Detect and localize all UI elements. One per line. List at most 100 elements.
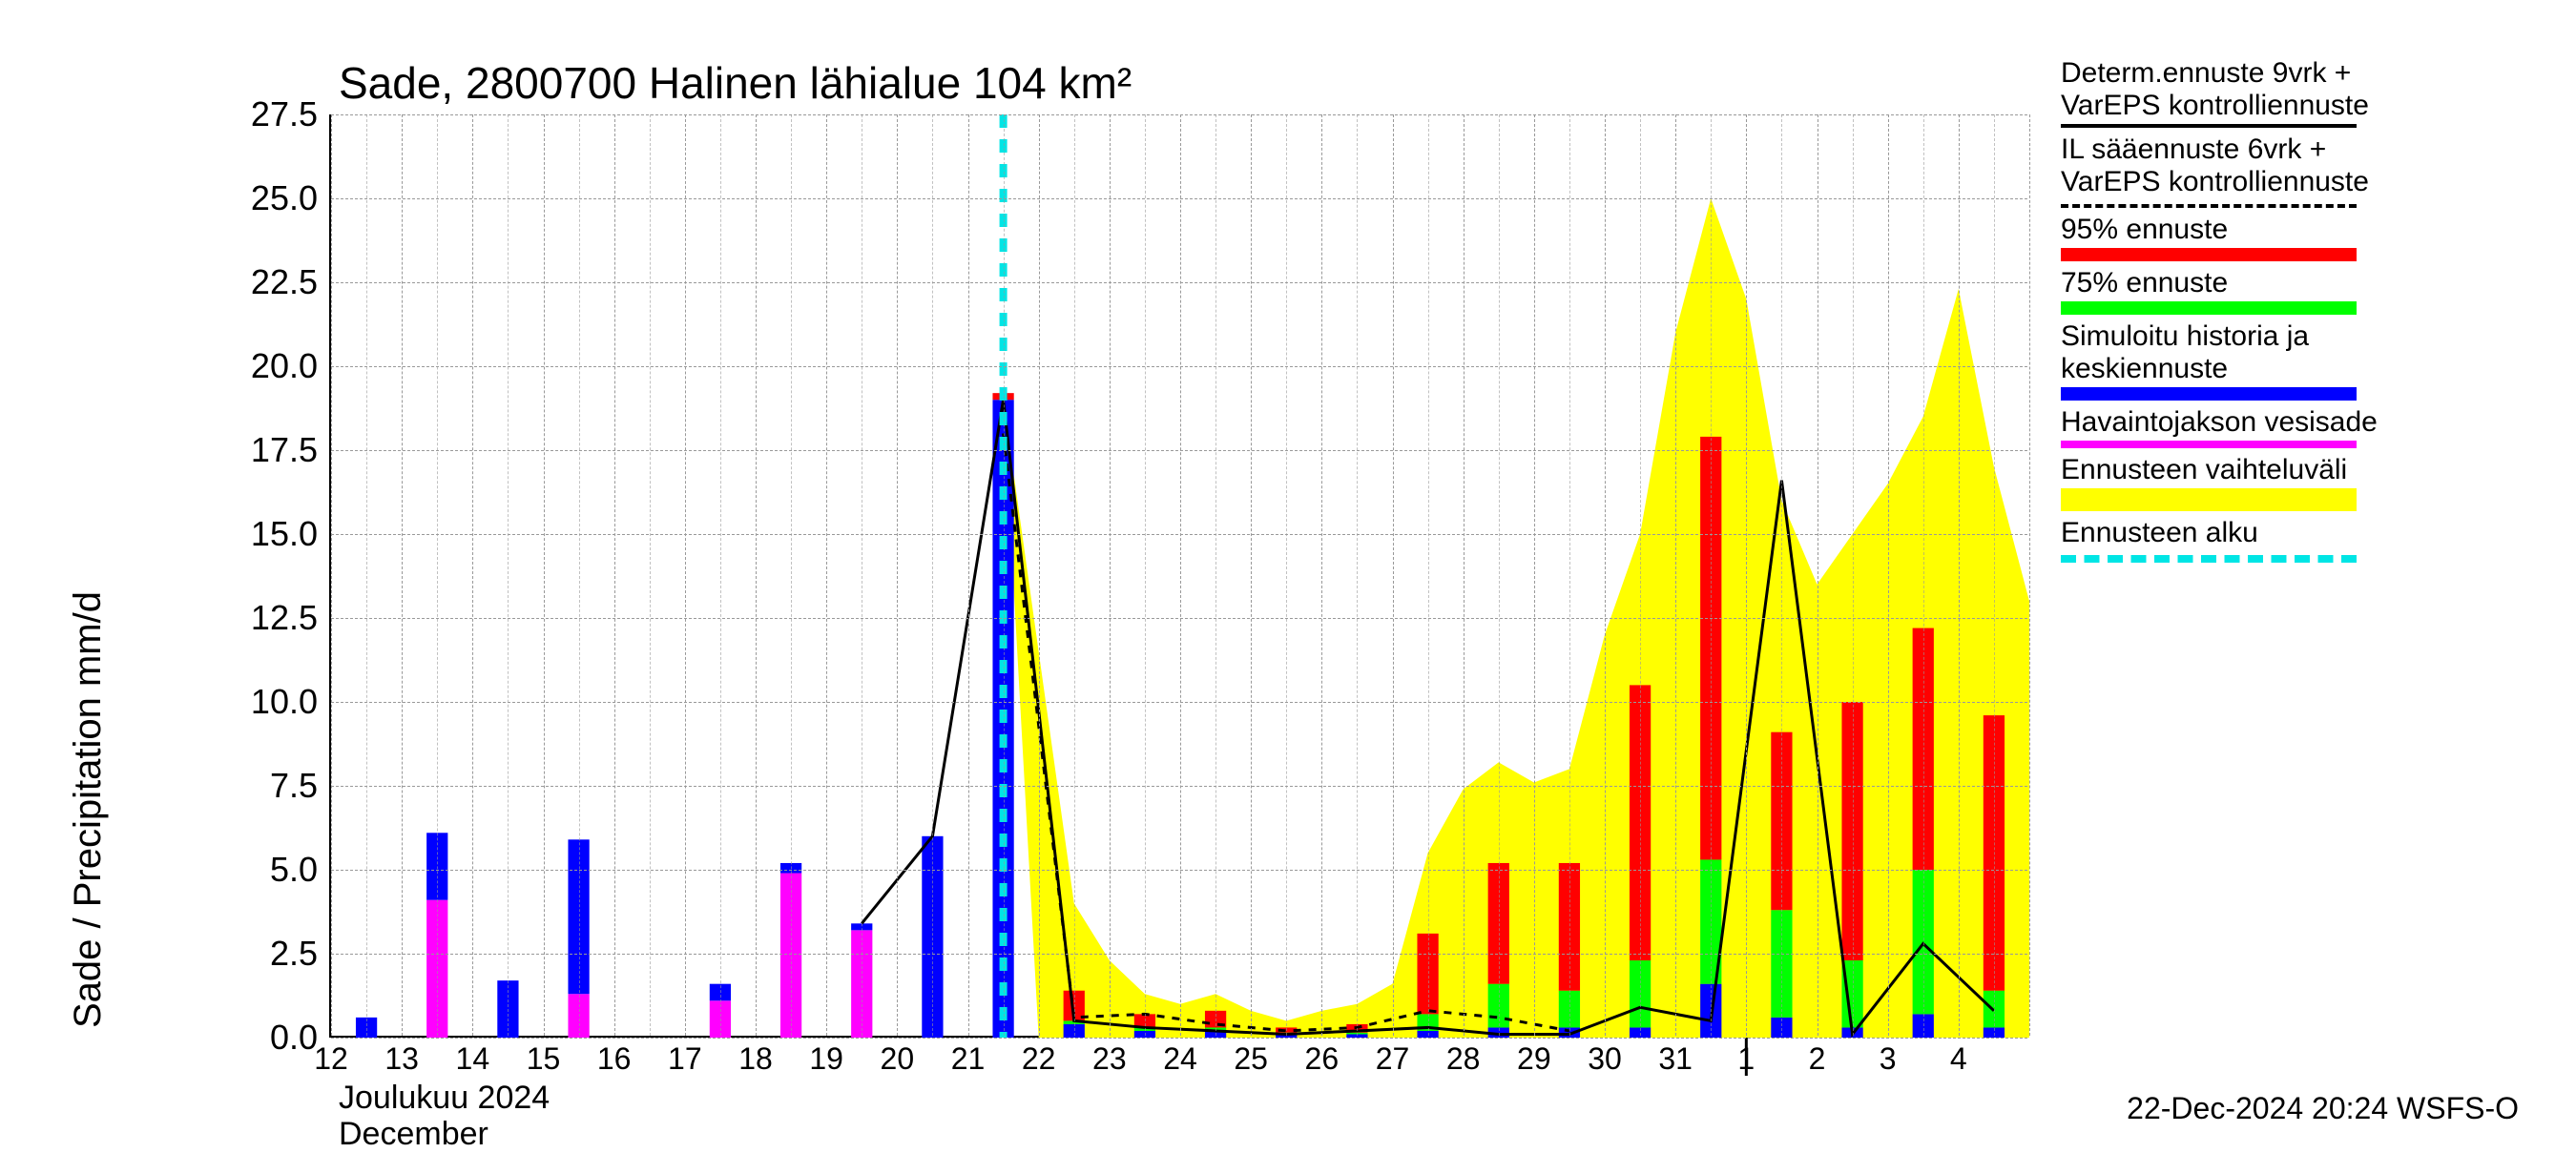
y-tick-label: 20.0: [251, 346, 331, 386]
chart-title: Sade, 2800700 Halinen lähialue 104 km²: [339, 57, 1132, 109]
x-tick-label: 17: [668, 1036, 702, 1077]
month-label-fi: Joulukuu 2024: [339, 1080, 550, 1117]
legend-label: VarEPS kontrolliennuste: [2061, 166, 2378, 198]
x-tick-label: 1: [1737, 1036, 1755, 1077]
x-tick-label: 26: [1305, 1036, 1340, 1077]
gridline-v: [897, 114, 898, 1036]
footer-timestamp: 22-Dec-2024 20:24 WSFS-O: [2127, 1091, 2519, 1126]
legend-swatch: [2061, 301, 2357, 315]
legend-entry: 95% ennuste: [2061, 214, 2378, 261]
x-tick-label: 14: [456, 1036, 490, 1077]
gridline-v-minor: [791, 114, 792, 1036]
legend-entry: IL sääennuste 6vrk + VarEPS kontrollienn…: [2061, 134, 2378, 208]
gridline-v-minor: [1004, 114, 1005, 1036]
legend-label: 75% ennuste: [2061, 267, 2378, 299]
x-tick-label: 29: [1517, 1036, 1551, 1077]
gridline-v: [826, 114, 827, 1036]
gridline-v-minor: [1569, 114, 1570, 1036]
precipitation-chart: Sade, 2800700 Halinen lähialue 104 km² S…: [0, 0, 2576, 1144]
y-axis-label: Sade / Precipitation mm/d: [67, 591, 110, 1028]
gridline-v-minor: [1853, 114, 1854, 1036]
gridline-v-minor: [1145, 114, 1146, 1036]
legend-entry: Simuloitu historia jakeskiennuste: [2061, 320, 2378, 401]
legend-swatch: [2061, 204, 2357, 208]
x-tick-label: 16: [597, 1036, 632, 1077]
gridline-v: [1039, 114, 1040, 1036]
x-tick-label: 28: [1446, 1036, 1481, 1077]
gridline-v-minor: [437, 114, 438, 1036]
y-tick-label: 2.5: [270, 934, 331, 974]
gridline-v-minor: [1357, 114, 1358, 1036]
legend-swatch: [2061, 441, 2357, 448]
gridline-v: [685, 114, 686, 1036]
gridline-v: [1746, 114, 1747, 1036]
x-tick-label: 30: [1588, 1036, 1622, 1077]
gridline-h: [331, 198, 2027, 199]
legend-label: 95% ennuste: [2061, 214, 2378, 246]
gridline-v: [402, 114, 403, 1036]
gridline-v: [1959, 114, 1960, 1036]
gridline-v-minor: [1923, 114, 1924, 1036]
gridline-v-minor: [1499, 114, 1500, 1036]
gridline-v: [1888, 114, 1889, 1036]
x-tick-label: 15: [527, 1036, 561, 1077]
gridline-v-minor: [720, 114, 721, 1036]
gridline-v-minor: [1781, 114, 1782, 1036]
gridline-v: [756, 114, 757, 1036]
y-tick-label: 10.0: [251, 682, 331, 722]
gridline-v-minor: [1994, 114, 1995, 1036]
legend-label: VarEPS kontrolliennuste: [2061, 90, 2378, 122]
gridline-v-minor: [1428, 114, 1429, 1036]
gridline-h: [331, 366, 2027, 367]
legend-entry: Havaintojakson vesisade: [2061, 406, 2378, 448]
gridline-v-minor: [1074, 114, 1075, 1036]
gridline-h: [331, 114, 2027, 115]
y-tick-label: 17.5: [251, 430, 331, 470]
gridline-v-minor: [508, 114, 509, 1036]
gridline-v: [1675, 114, 1676, 1036]
gridline-v: [331, 114, 332, 1036]
gridline-v-minor: [650, 114, 651, 1036]
legend-label: Ennusteen vaihteluväli: [2061, 454, 2378, 486]
gridline-h: [331, 534, 2027, 535]
legend-label: Ennusteen alku: [2061, 517, 2378, 549]
y-tick-label: 15.0: [251, 514, 331, 554]
gridline-v: [614, 114, 615, 1036]
gridline-v: [968, 114, 969, 1036]
legend-entry: 75% ennuste: [2061, 267, 2378, 315]
gridline-v: [1605, 114, 1606, 1036]
x-tick-label: 13: [384, 1036, 419, 1077]
legend-label: Determ.ennuste 9vrk +: [2061, 57, 2378, 90]
gridline-v: [1464, 114, 1465, 1036]
legend-swatch: [2061, 248, 2357, 261]
gridline-v-minor: [1215, 114, 1216, 1036]
x-tick-label: 19: [809, 1036, 843, 1077]
gridline-h: [331, 954, 2027, 955]
gridline-v: [472, 114, 473, 1036]
x-tick-label: 3: [1880, 1036, 1897, 1077]
x-tick-label: 27: [1376, 1036, 1410, 1077]
gridline-v: [1251, 114, 1252, 1036]
x-tick-label: 4: [1950, 1036, 1967, 1077]
gridline-v: [1321, 114, 1322, 1036]
gridline-h: [331, 786, 2027, 787]
x-tick-label: 18: [738, 1036, 773, 1077]
y-tick-label: 25.0: [251, 178, 331, 218]
x-tick-label: 24: [1163, 1036, 1197, 1077]
gridline-v-minor: [579, 114, 580, 1036]
plot-area: 0.02.55.07.510.012.515.017.520.022.525.0…: [329, 114, 2027, 1038]
legend-entry: Determ.ennuste 9vrk +VarEPS kontrollienn…: [2061, 57, 2378, 128]
gridline-v: [1110, 114, 1111, 1036]
gridline-v: [544, 114, 545, 1036]
legend-entry: Ennusteen alku: [2061, 517, 2378, 563]
x-tick-label: 22: [1022, 1036, 1056, 1077]
legend-label: IL sääennuste 6vrk +: [2061, 134, 2378, 166]
x-tick-label: 12: [314, 1036, 348, 1077]
gridline-v-minor: [1640, 114, 1641, 1036]
legend-entry: Ennusteen vaihteluväli: [2061, 454, 2378, 511]
gridline-v: [2029, 114, 2030, 1036]
y-tick-label: 22.5: [251, 262, 331, 302]
legend-swatch: [2061, 387, 2357, 401]
y-tick-label: 27.5: [251, 94, 331, 134]
legend-label: Simuloitu historia ja: [2061, 320, 2378, 353]
